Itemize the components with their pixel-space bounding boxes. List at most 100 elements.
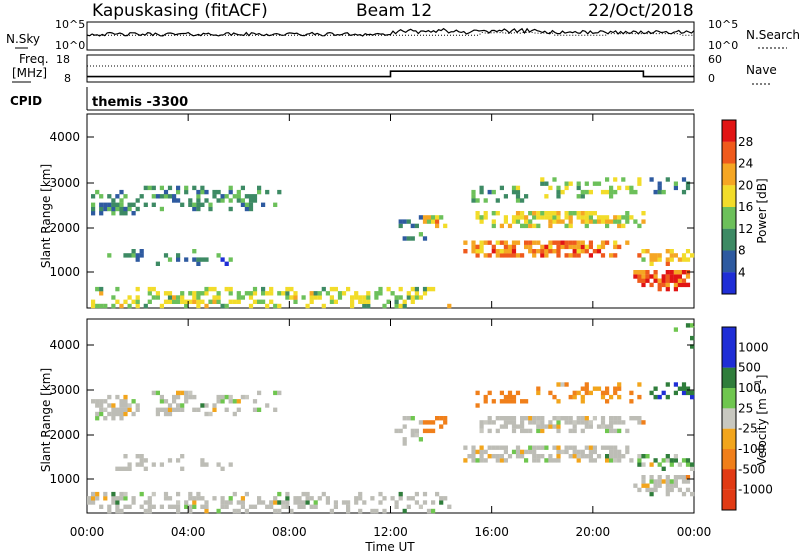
velocity-cell — [572, 394, 577, 400]
velocity-cell — [127, 403, 132, 408]
velocity-cell — [520, 424, 525, 429]
velocity-cell — [491, 454, 496, 459]
power-colorbar-segment — [722, 228, 736, 251]
velocity-cell — [556, 449, 561, 455]
power-cell — [625, 185, 630, 191]
velocity-cell — [665, 491, 670, 497]
power-cell — [544, 215, 549, 220]
velocity-cell — [212, 403, 217, 408]
power-cell — [196, 299, 201, 304]
power-cell — [281, 291, 286, 296]
power-cell — [402, 299, 407, 304]
power-colorbar-segment — [722, 185, 736, 208]
velocity-cell — [91, 500, 96, 505]
velocity-cell — [188, 491, 193, 497]
velocity-cell — [621, 420, 626, 425]
power-panel: Slant Range [km] 1000 2000 3000 4000 282… — [39, 113, 769, 309]
power-cell — [592, 249, 597, 254]
velocity-cell — [637, 454, 642, 459]
velocity-cell — [544, 424, 549, 429]
velocity-cell — [398, 496, 403, 501]
power-cell — [244, 202, 249, 207]
velocity-cell — [236, 407, 241, 412]
velocity-cell — [402, 441, 407, 446]
velocity-cell — [677, 386, 682, 391]
power-colorbar-tick: 28 — [738, 135, 753, 149]
velocity-cell — [532, 458, 537, 463]
power-cell — [645, 278, 650, 283]
power-cell — [499, 223, 504, 229]
velocity-cell — [257, 496, 262, 501]
power-cell — [511, 249, 517, 254]
velocity-cell — [422, 500, 428, 505]
power-cell — [475, 249, 480, 254]
power-cell — [625, 211, 630, 216]
velocity-cell — [370, 496, 375, 501]
power-cell — [657, 185, 662, 191]
power-cell — [426, 286, 432, 292]
x-axis: 00:00 04:00 08:00 12:00 16:00 20:00 00:00 Time… — [70, 114, 711, 554]
velocity-cell — [560, 416, 565, 421]
velocity-cell — [252, 407, 258, 412]
velocity-colorbar-segment — [722, 408, 736, 429]
velocity-colorbar-segment — [722, 327, 736, 348]
power-cell — [617, 185, 622, 191]
power-cell — [681, 257, 687, 262]
power-cell — [515, 240, 521, 245]
power-cell — [261, 291, 266, 296]
velocity-cell — [600, 390, 606, 396]
velocity-cell — [495, 416, 500, 421]
power-cell — [103, 202, 108, 207]
power-cell — [111, 198, 116, 203]
power-cell — [653, 253, 658, 258]
velocity-cell — [176, 458, 181, 463]
power-cell — [661, 189, 666, 195]
velocity-cell — [147, 508, 152, 514]
velocity-cell — [123, 411, 128, 417]
power-cell — [119, 303, 124, 309]
power-cell — [135, 303, 140, 309]
power-colorbar-tick: 16 — [738, 200, 753, 214]
velocity-cell — [95, 399, 100, 404]
power-cell — [240, 198, 245, 203]
power-cell — [633, 219, 638, 224]
velocity-cell — [111, 500, 116, 505]
velocity-cell — [346, 500, 351, 505]
power-cell — [685, 274, 691, 279]
velocity-cell — [297, 500, 302, 505]
velocity-cell — [588, 449, 593, 455]
power-cell — [273, 202, 278, 207]
velocity-cell — [532, 454, 537, 459]
velocity-cell — [625, 428, 630, 434]
velocity-cell — [439, 496, 444, 501]
velocity-cell — [669, 487, 674, 493]
velocity-cell — [410, 432, 415, 438]
velocity-cell — [289, 508, 294, 514]
power-cell — [532, 211, 537, 216]
velocity-cell — [192, 394, 197, 400]
velocity-cell — [572, 420, 577, 425]
velocity-cell — [479, 454, 484, 459]
velocity-cell — [605, 386, 610, 391]
power-cell — [665, 177, 670, 182]
power-cell — [503, 253, 508, 258]
power-cell — [273, 303, 278, 309]
velocity-cell — [119, 411, 124, 417]
power-cell — [471, 194, 476, 199]
power-cell — [673, 286, 678, 292]
velocity-cell — [580, 394, 585, 400]
power-cell — [261, 299, 266, 304]
power-cell — [350, 303, 355, 309]
velocity-cell — [475, 458, 480, 463]
power-cell — [479, 244, 484, 250]
velocity-cell — [204, 508, 209, 514]
power-cell — [127, 303, 132, 309]
power-cell — [374, 295, 379, 300]
power-cell — [552, 240, 557, 245]
velocity-cell — [176, 390, 181, 396]
velocity-cell — [536, 390, 541, 396]
velocity-cell — [475, 449, 480, 455]
velocity-cell — [540, 445, 545, 450]
velocity-cell — [127, 462, 132, 467]
